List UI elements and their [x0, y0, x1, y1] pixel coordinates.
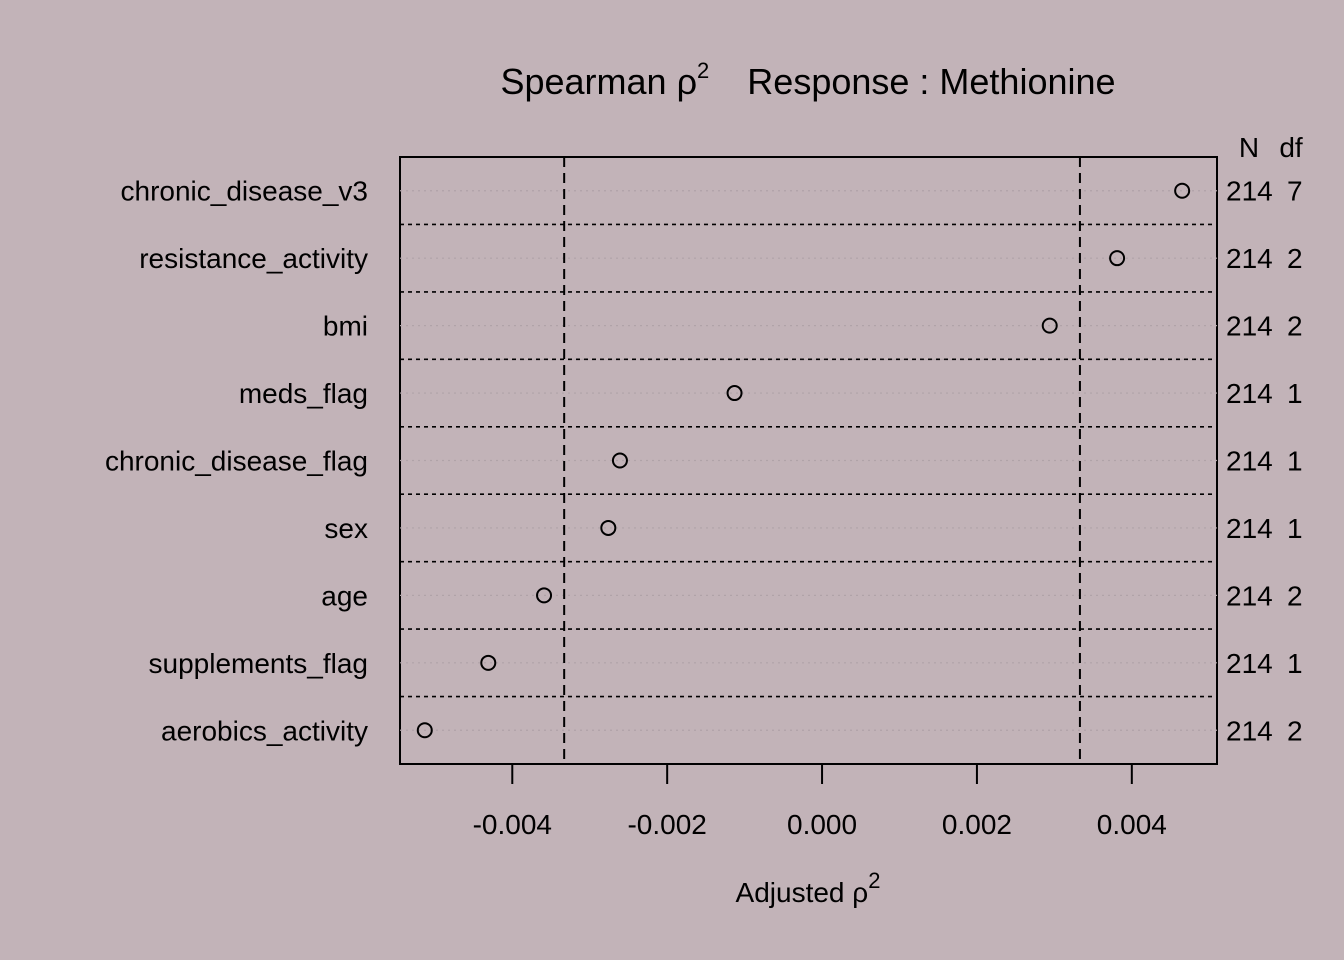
row-n: 214 [1226, 513, 1273, 544]
row-df: 7 [1287, 176, 1303, 207]
row-df: 2 [1287, 580, 1303, 611]
row-label: bmi [323, 311, 368, 342]
row-n: 214 [1226, 648, 1273, 679]
row-n: 214 [1226, 243, 1273, 274]
row-df: 1 [1287, 446, 1303, 477]
row-df: 2 [1287, 715, 1303, 746]
xlabel-exponent: 2 [868, 868, 880, 893]
title-suffix: Response : Methionine [747, 61, 1115, 102]
row-label: resistance_activity [139, 243, 368, 274]
reference-lines [563, 157, 1081, 764]
row-n: 214 [1226, 311, 1273, 342]
chart-title: Spearman ρ2 Response : Methionine [500, 58, 1115, 102]
x-axis: -0.004 -0.002 0.000 0.002 0.004 [473, 764, 1167, 840]
x-tick-label: -0.002 [627, 809, 706, 840]
data-point [600, 519, 617, 536]
data-point [611, 452, 628, 469]
row-label: chronic_disease_flag [105, 446, 368, 477]
x-tick-label: 0.004 [1097, 809, 1167, 840]
row-n: 214 [1226, 176, 1273, 207]
data-point [480, 654, 497, 671]
data-point [1109, 250, 1126, 267]
data-point [1041, 317, 1058, 334]
row-df: 2 [1287, 311, 1303, 342]
row-n: 214 [1226, 715, 1273, 746]
x-axis-label: Adjusted ρ2 [736, 868, 881, 908]
row-df: 1 [1287, 378, 1303, 409]
row-label: supplements_flag [149, 648, 368, 679]
row-n: 214 [1226, 580, 1273, 611]
data-point [1174, 182, 1191, 199]
row-layer: chronic_disease_v3 214 7 resistance_activit… [105, 176, 1303, 747]
data-point [726, 385, 743, 402]
row-label: sex [324, 513, 368, 544]
row-df: 2 [1287, 243, 1303, 274]
data-point [416, 722, 433, 739]
row-n: 214 [1226, 378, 1273, 409]
x-tick-label: -0.004 [473, 809, 552, 840]
header-df: df [1279, 132, 1303, 163]
xlabel-prefix: Adjusted ρ [736, 877, 869, 908]
title-prefix: Spearman ρ [500, 61, 697, 102]
header-n: N [1239, 132, 1259, 163]
row-label: chronic_disease_v3 [121, 176, 369, 207]
title-exponent: 2 [697, 58, 709, 83]
data-point [536, 587, 553, 604]
x-tick-label: 0.002 [942, 809, 1012, 840]
x-tick-label: 0.000 [787, 809, 857, 840]
row-df: 1 [1287, 513, 1303, 544]
row-df: 1 [1287, 648, 1303, 679]
row-label: age [321, 580, 368, 611]
row-label: aerobics_activity [161, 715, 368, 746]
row-n: 214 [1226, 446, 1273, 477]
row-label: meds_flag [239, 378, 368, 409]
